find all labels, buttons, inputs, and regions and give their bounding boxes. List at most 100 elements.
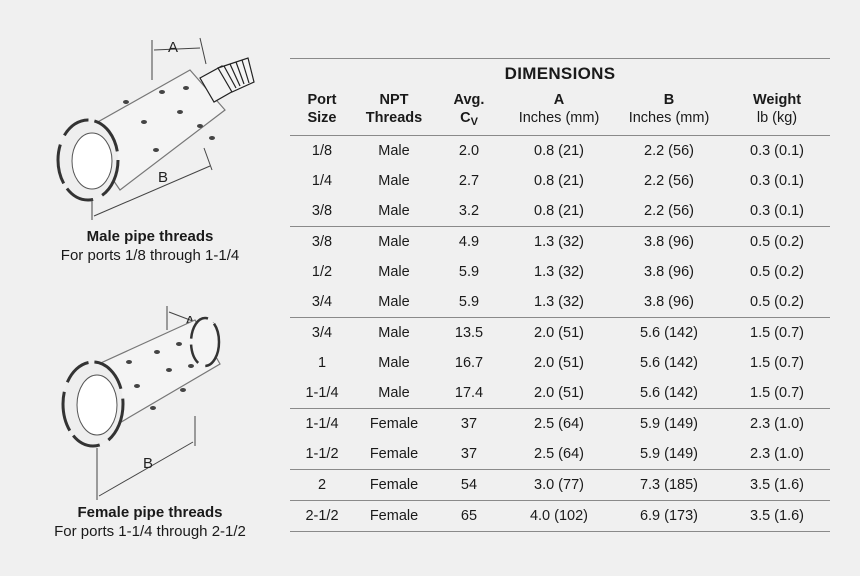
cell-dim-b: 3.8 (96) — [644, 264, 694, 280]
cell-dim-a: 2.5 (64) — [504, 439, 614, 470]
col-header-cv-symbol: C — [460, 110, 471, 126]
cell-dim-b: 3.8 (96) — [644, 234, 694, 250]
col-header-port-size: Port Size — [290, 89, 354, 136]
cell-dim-b: 5.9 (149) — [639, 416, 699, 432]
cell-dim-a: 1.3 (32) — [534, 234, 584, 250]
cell-dim-a: 3.0 (77) — [504, 469, 614, 501]
cell-avg-cv: 2.0 — [458, 143, 480, 159]
table-row: 2 Female 54 3.0 (77) 7.3 (185) 3.5 (1.6) — [290, 469, 830, 501]
cell-port-size: 1 — [317, 355, 327, 371]
table-row: 1/4 Male 2.7 0.8 (21) 2.2 (56) 0.3 (0.1) — [290, 166, 830, 196]
cell-npt-threads: Male — [378, 143, 410, 159]
cell-port-size: 1/8 — [311, 143, 333, 159]
cell-port-size: 1-1/4 — [305, 416, 339, 432]
cell-avg-cv: 5.9 — [458, 264, 480, 280]
cell-dim-a: 0.8 (21) — [534, 173, 584, 189]
cell-dim-b: 5.6 (142) — [614, 378, 724, 409]
cell-weight: 0.3 (0.1) — [724, 196, 830, 227]
cell-npt-threads: Male — [378, 234, 410, 250]
cell-dim-b: 2.2 (56) — [614, 196, 724, 227]
cell-npt-threads: Male — [378, 325, 410, 341]
col-header-b-line1: B — [663, 92, 675, 108]
col-header-a-line1: A — [553, 92, 565, 108]
cell-npt-threads: Male — [354, 287, 434, 318]
col-header-npt-line1: NPT — [379, 92, 409, 108]
table-row: 1-1/2 Female 37 2.5 (64) 5.9 (149) 2.3 (… — [290, 439, 830, 470]
cell-npt-threads: Male — [354, 196, 434, 227]
dimensions-table-container: DIMENSIONS Port Size NPT Threads Avg. CV… — [290, 58, 830, 532]
cell-dim-b: 2.2 (56) — [644, 143, 694, 159]
cell-avg-cv: 37 — [434, 439, 504, 470]
col-header-port-line1: Port — [307, 92, 337, 108]
col-header-avg-cv: Avg. CV — [434, 89, 504, 136]
female-dim-b-label: B — [143, 455, 153, 472]
cell-dim-a: 4.0 (102) — [504, 500, 614, 532]
table-row: 1/2 Male 5.9 1.3 (32) 3.8 (96) 0.5 (0.2) — [290, 257, 830, 287]
cell-weight: 1.5 (0.7) — [750, 325, 804, 341]
female-caption-title: Female pipe threads — [77, 504, 223, 521]
dimensions-table: DIMENSIONS Port Size NPT Threads Avg. CV… — [290, 58, 830, 532]
cell-dim-b: 5.6 (142) — [639, 355, 699, 371]
col-header-a: A Inches (mm) — [504, 89, 614, 136]
cell-npt-threads: Male — [378, 355, 410, 371]
cell-weight: 0.5 (0.2) — [750, 264, 804, 280]
cell-dim-a: 2.0 (51) — [504, 378, 614, 409]
cell-port-size: 2-1/2 — [290, 500, 354, 532]
col-header-b-unit: Inches (mm) — [628, 110, 710, 126]
cell-port-size: 3/8 — [311, 234, 333, 250]
col-header-weight: Weight lb (kg) — [724, 89, 830, 136]
cell-port-size: 1/2 — [311, 264, 333, 280]
female-caption-subtitle: For ports 1-1/4 through 2-1/2 — [54, 523, 246, 540]
cell-port-size: 1-1/2 — [290, 439, 354, 470]
cell-port-size: 1/4 — [311, 173, 333, 189]
cell-dim-a: 2.0 (51) — [534, 325, 584, 341]
male-caption-title: Male pipe threads — [86, 228, 214, 245]
cell-avg-cv: 65 — [434, 500, 504, 532]
cell-avg-cv: 3.2 — [434, 196, 504, 227]
table-row: 1-1/4 Male 17.4 2.0 (51) 5.6 (142) 1.5 (… — [290, 378, 830, 409]
table-title: DIMENSIONS — [504, 64, 616, 83]
cell-dim-b: 5.9 (149) — [614, 439, 724, 470]
table-row: 2-1/2 Female 65 4.0 (102) 6.9 (173) 3.5 … — [290, 500, 830, 532]
cell-npt-threads: Female — [354, 500, 434, 532]
cell-avg-cv: 13.5 — [454, 325, 484, 341]
cell-weight: 3.5 (1.6) — [724, 500, 830, 532]
cell-dim-b: 7.3 (185) — [614, 469, 724, 501]
male-dim-a-label: A — [168, 39, 178, 56]
table-row: 1-1/4 Female 37 2.5 (64) 5.9 (149) 2.3 (… — [290, 409, 830, 440]
col-header-port-line2: Size — [307, 110, 337, 126]
cell-weight: 0.5 (0.2) — [724, 287, 830, 318]
cell-npt-threads: Female — [369, 416, 419, 432]
col-header-cv-subscript: V — [470, 116, 478, 128]
female-muffler-illustration: A B — [61, 306, 221, 500]
cell-npt-threads: Male — [378, 173, 410, 189]
cell-avg-cv: 2.7 — [458, 173, 480, 189]
cell-weight: 1.5 (0.7) — [750, 355, 804, 371]
cell-weight: 0.5 (0.2) — [750, 234, 804, 250]
table-row: 3/4 Male 5.9 1.3 (32) 3.8 (96) 0.5 (0.2) — [290, 287, 830, 318]
col-header-b: B Inches (mm) — [614, 89, 724, 136]
cell-dim-a: 0.8 (21) — [534, 143, 584, 159]
cell-dim-a: 2.5 (64) — [534, 416, 584, 432]
cell-avg-cv: 16.7 — [454, 355, 484, 371]
cell-port-size: 3/8 — [290, 196, 354, 227]
cell-port-size: 1-1/4 — [290, 378, 354, 409]
table-row: 1/8 Male 2.0 0.8 (21) 2.2 (56) 0.3 (0.1) — [290, 136, 830, 167]
cell-npt-threads: Female — [354, 439, 434, 470]
female-dim-a-label: A — [185, 313, 195, 330]
cell-dim-b: 6.9 (173) — [614, 500, 724, 532]
cell-dim-a: 1.3 (32) — [534, 264, 584, 280]
cell-avg-cv: 5.9 — [434, 287, 504, 318]
table-header-row: Port Size NPT Threads Avg. CV A Inches (… — [290, 89, 830, 136]
female-caption: Female pipe threads For ports 1-1/4 thro… — [0, 503, 300, 541]
col-header-a-unit: Inches (mm) — [518, 110, 600, 126]
cell-dim-a: 0.8 (21) — [504, 196, 614, 227]
table-row: 3/8 Male 4.9 1.3 (32) 3.8 (96) 0.5 (0.2) — [290, 227, 830, 258]
col-header-npt-line2: Threads — [365, 110, 423, 126]
cell-dim-b: 5.6 (142) — [639, 325, 699, 341]
cell-weight: 0.3 (0.1) — [750, 143, 804, 159]
table-row: 3/4 Male 13.5 2.0 (51) 5.6 (142) 1.5 (0.… — [290, 318, 830, 349]
col-header-cv-line1: Avg. — [453, 92, 485, 108]
male-caption-subtitle: For ports 1/8 through 1-1/4 — [60, 247, 240, 264]
cell-weight: 2.3 (1.0) — [724, 439, 830, 470]
